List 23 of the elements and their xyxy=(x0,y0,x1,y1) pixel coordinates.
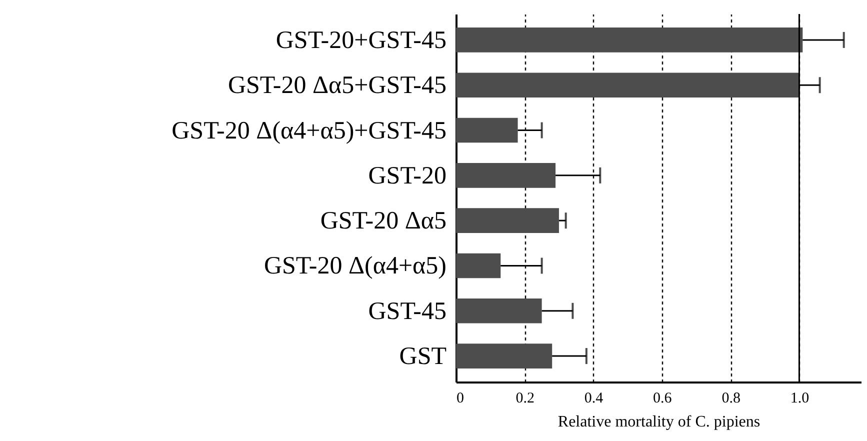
x-tick-label: 0.6 xyxy=(653,390,672,406)
bar xyxy=(456,253,501,278)
x-tick-label: 0 xyxy=(456,390,464,406)
y-tick-label: GST-20 Δα5+GST-45 xyxy=(228,72,446,100)
y-tick-label: GST xyxy=(399,343,446,370)
y-tick-label: GST-20 Δ(α4+α5) xyxy=(264,252,446,280)
x-tick-label: 0.2 xyxy=(516,390,535,406)
bar xyxy=(456,163,556,188)
x-axis-title: Relative mortality of C. pipiens xyxy=(558,414,760,430)
y-tick-label: GST-20 Δα5 xyxy=(320,208,446,235)
bar xyxy=(456,298,542,324)
y-tick-label: GST-20+GST-45 xyxy=(276,26,446,54)
y-tick-label: GST-45 xyxy=(368,298,446,325)
bar xyxy=(456,118,518,143)
x-tick-label: 0.8 xyxy=(722,390,740,406)
x-tick-label: 1.0 xyxy=(790,390,810,406)
x-tick-label: 0.4 xyxy=(584,390,604,406)
bar xyxy=(456,208,559,233)
bar xyxy=(456,72,800,98)
y-tick-label: GST-20 Δ(α4+α5)+GST-45 xyxy=(172,117,446,144)
bar xyxy=(456,28,803,52)
bar xyxy=(456,344,552,368)
y-tick-label: GST-20 xyxy=(368,162,446,190)
